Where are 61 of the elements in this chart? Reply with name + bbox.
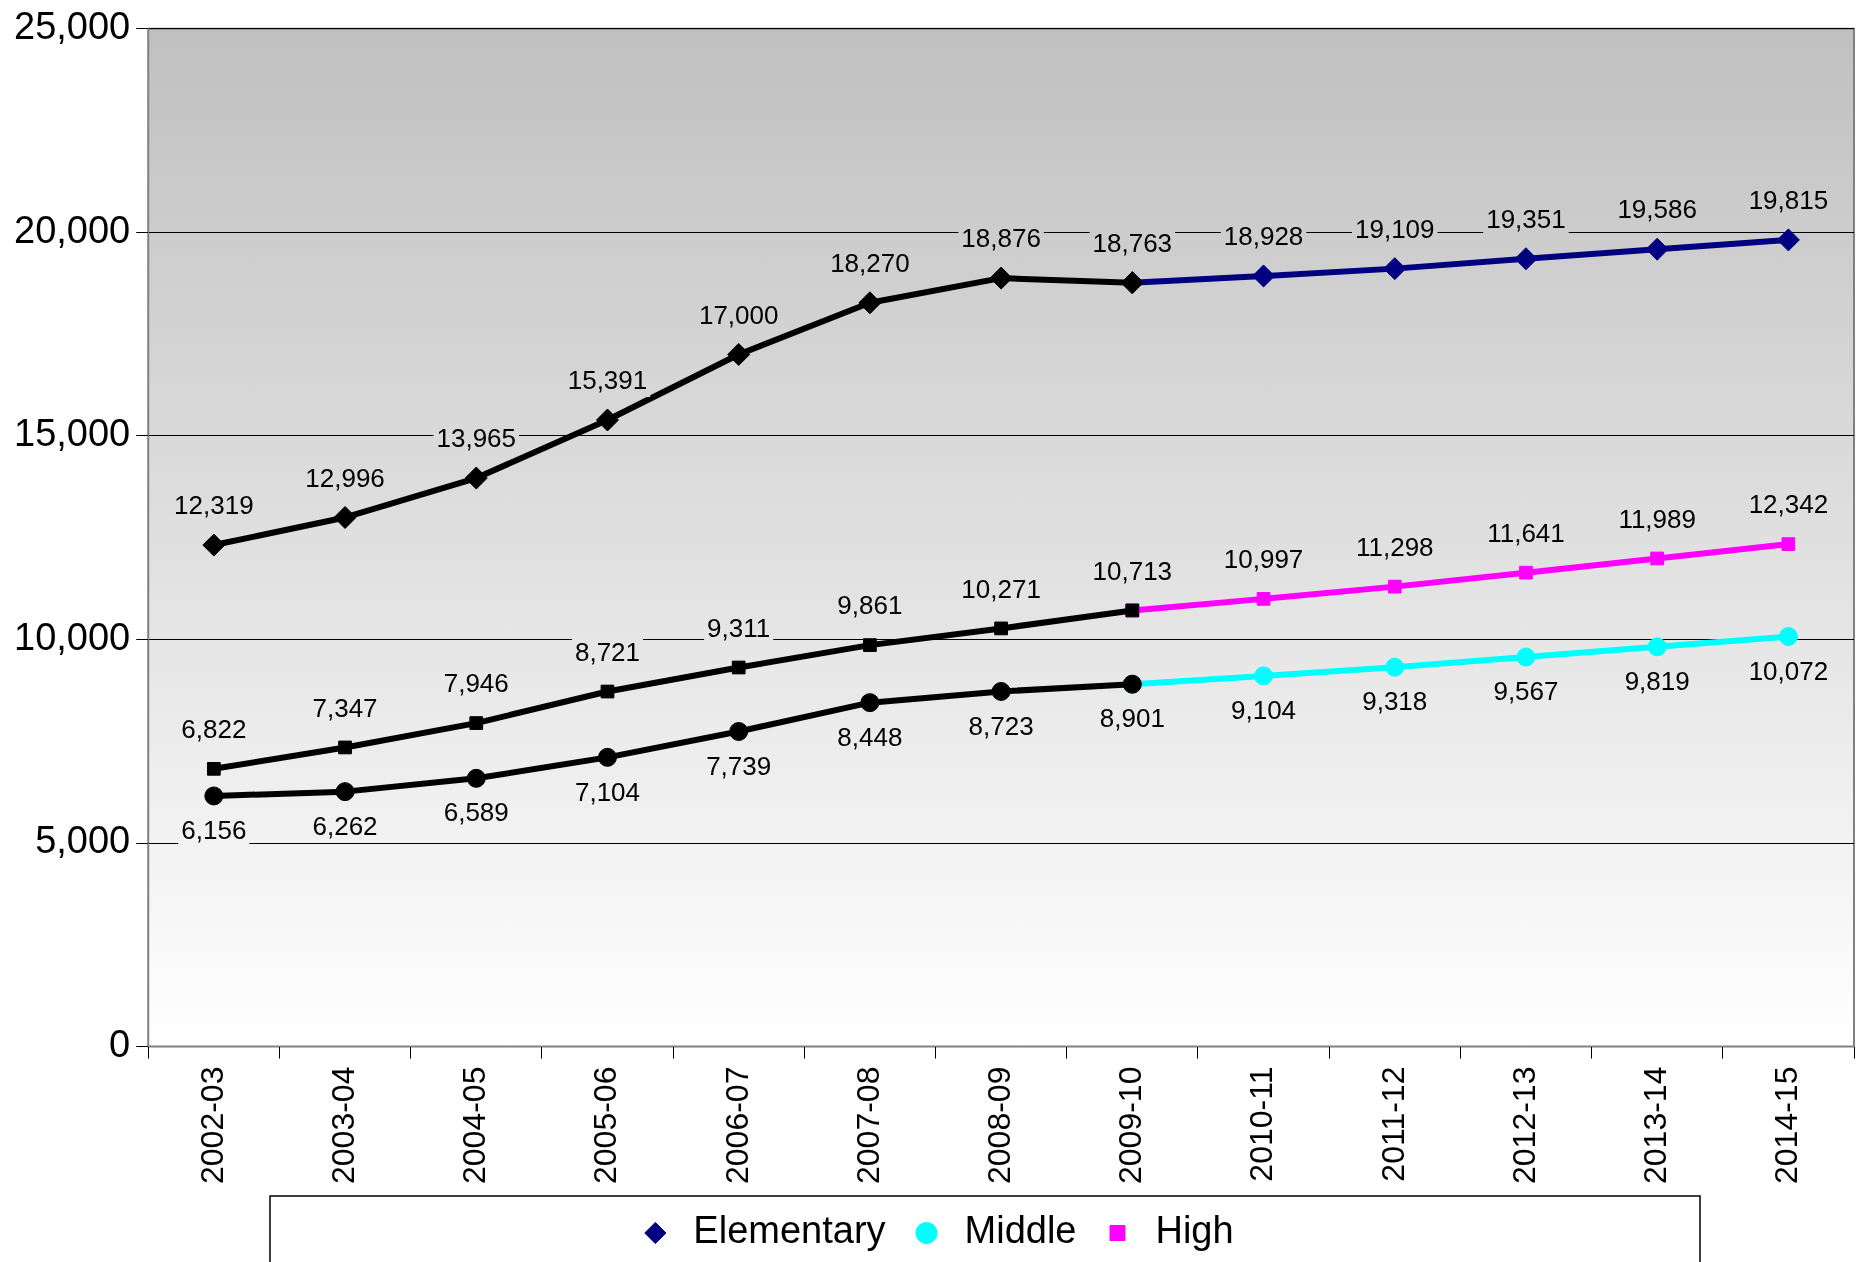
data-label: 8,721 (574, 636, 641, 667)
x-tick-label: 2008-09 (980, 1066, 1017, 1184)
data-label: 15,391 (567, 365, 648, 396)
data-label: 11,298 (1355, 531, 1434, 562)
data-label: 6,262 (312, 810, 378, 841)
data-label: 18,876 (961, 223, 1041, 254)
x-tick-label: 2004-05 (456, 1066, 493, 1184)
data-label: 17,000 (698, 299, 779, 330)
data-label: 8,723 (968, 710, 1034, 741)
data-label: 9,104 (1231, 695, 1297, 726)
y-tick-label: 0 (109, 1023, 131, 1066)
data-label: 7,946 (443, 668, 509, 699)
data-label: 12,342 (1748, 489, 1829, 520)
data-label: 8,448 (837, 721, 903, 752)
data-label: 12,996 (305, 462, 385, 493)
x-tick-label: 2014-15 (1768, 1066, 1805, 1184)
data-label: 7,104 (574, 776, 641, 807)
data-label: 9,819 (1624, 666, 1690, 696)
y-tick-label: 20,000 (13, 208, 131, 251)
x-tick-label: 2010-11 (1243, 1066, 1280, 1182)
x-tick-label: 2013-14 (1637, 1066, 1674, 1184)
data-label: 7,739 (706, 750, 772, 781)
data-label: 8,901 (1099, 703, 1165, 734)
data-label: 11,989 (1618, 503, 1696, 534)
data-label: 18,928 (1223, 221, 1304, 252)
data-label: 19,815 (1748, 185, 1829, 216)
y-tick-label: 25,000 (13, 5, 131, 48)
x-tick-label: 2009-10 (1112, 1066, 1149, 1184)
data-label: 10,271 (961, 573, 1041, 604)
data-label: 9,861 (837, 590, 903, 621)
x-tick-label: 2005-06 (587, 1066, 624, 1184)
data-label: 6,156 (181, 815, 247, 846)
data-label: 7,347 (312, 692, 378, 723)
data-label: 18,270 (830, 247, 910, 278)
data-label: 6,822 (181, 714, 247, 745)
y-tick-label: 5,000 (35, 819, 131, 862)
data-label: 11,641 (1487, 517, 1565, 548)
x-tick-label: 2006-07 (718, 1066, 755, 1184)
data-label: 9,567 (1493, 676, 1559, 707)
legend-label: High (1155, 1209, 1234, 1252)
data-label: 19,109 (1354, 213, 1435, 244)
data-label: 6,589 (443, 797, 509, 828)
data-label: 9,311 (707, 612, 771, 643)
x-tick-label: 2002-03 (193, 1066, 230, 1184)
data-label: 10,713 (1092, 555, 1173, 586)
y-tick-label: 10,000 (13, 615, 131, 658)
legend-label: Elementary (693, 1209, 886, 1252)
y-tick-label: 15,000 (13, 412, 131, 455)
data-label: 19,351 (1486, 203, 1566, 234)
data-label: 10,072 (1748, 655, 1829, 686)
x-tick-label: 2003-04 (324, 1066, 361, 1184)
data-label: 19,586 (1617, 194, 1697, 225)
x-tick-label: 2011-12 (1374, 1066, 1411, 1182)
data-label: 9,318 (1362, 686, 1428, 717)
data-label: 10,997 (1223, 544, 1304, 575)
x-tick-label: 2007-08 (849, 1066, 886, 1184)
x-tick-label: 2012-13 (1505, 1066, 1542, 1184)
data-label: 12,319 (174, 490, 254, 521)
data-label: 13,965 (436, 423, 517, 454)
legend-label: Middle (964, 1209, 1077, 1252)
data-label: 18,763 (1092, 227, 1173, 258)
